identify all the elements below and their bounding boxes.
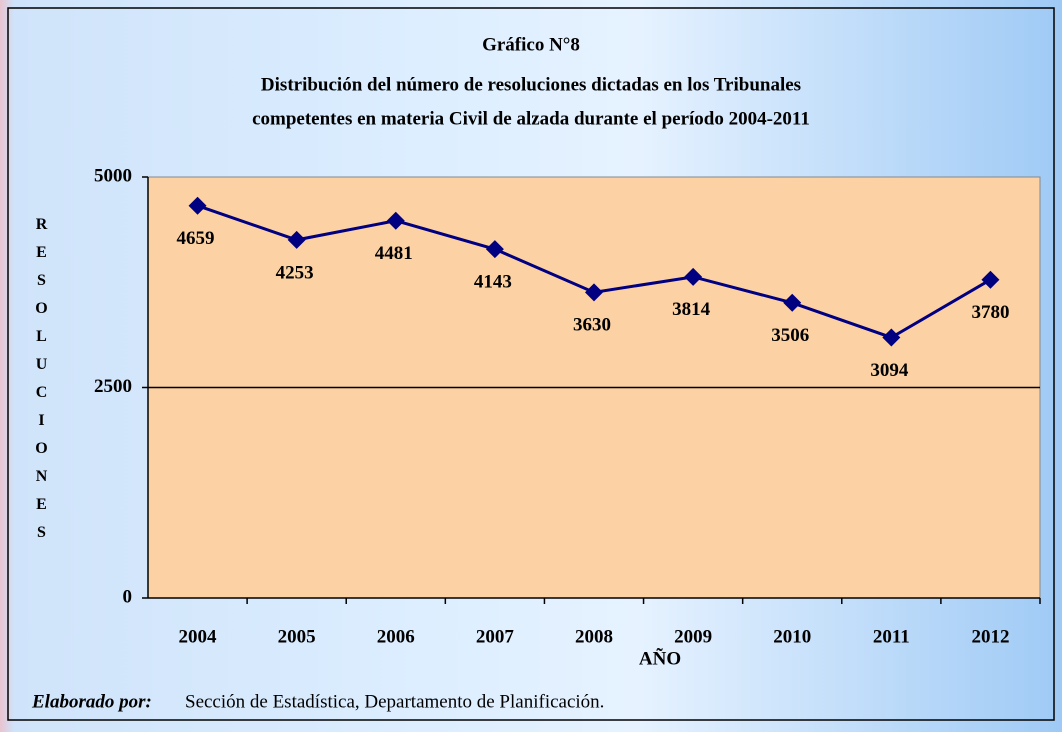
- data-label: 4143: [474, 272, 512, 293]
- data-label: 3094: [870, 360, 909, 381]
- data-label: 3780: [971, 302, 1009, 323]
- x-tick-label: 2009: [674, 626, 712, 647]
- x-tick-label: 2006: [377, 626, 415, 647]
- data-label: 4253: [276, 262, 314, 283]
- marker: [684, 267, 703, 286]
- marker: [386, 211, 405, 230]
- x-axis-label: AÑO: [639, 647, 681, 669]
- marker: [981, 270, 1000, 289]
- marker: [188, 196, 207, 215]
- x-tick-label: 2012: [971, 626, 1009, 647]
- y-axis-label: RESOLUCIONES: [33, 216, 50, 552]
- marker: [585, 283, 603, 302]
- data-label: 3814: [672, 299, 711, 320]
- data-label: 4659: [177, 228, 215, 249]
- marker: [485, 240, 504, 259]
- y-tick-label: 5000: [94, 165, 132, 186]
- x-tick-label: 2005: [278, 626, 316, 647]
- x-tick-label: 2011: [873, 626, 910, 647]
- frame: [7, 7, 1055, 721]
- data-label: 4481: [375, 243, 413, 264]
- marker: [882, 328, 901, 347]
- x-tick-label: 2008: [575, 626, 613, 647]
- x-tick-label: 2004: [179, 626, 218, 647]
- x-tick-label: 2007: [476, 626, 515, 647]
- footer-text: Sección de Estadística, Departamento de …: [185, 691, 604, 712]
- y-tick-label: 2500: [94, 376, 132, 397]
- footer-label: Elaborado por:: [31, 691, 152, 712]
- marker: [783, 293, 802, 312]
- chart-subtitle: competentes en materia Civil de alzada d…: [252, 108, 810, 129]
- chart-subtitle: Distribución del número de resoluciones …: [261, 74, 801, 95]
- y-tick-label: 0: [123, 586, 133, 607]
- marker: [287, 230, 306, 249]
- x-tick-label: 2010: [773, 626, 811, 647]
- chart-title: Gráfico N°8: [482, 34, 580, 55]
- data-label: 3506: [771, 325, 809, 346]
- data-label: 3630: [573, 315, 611, 336]
